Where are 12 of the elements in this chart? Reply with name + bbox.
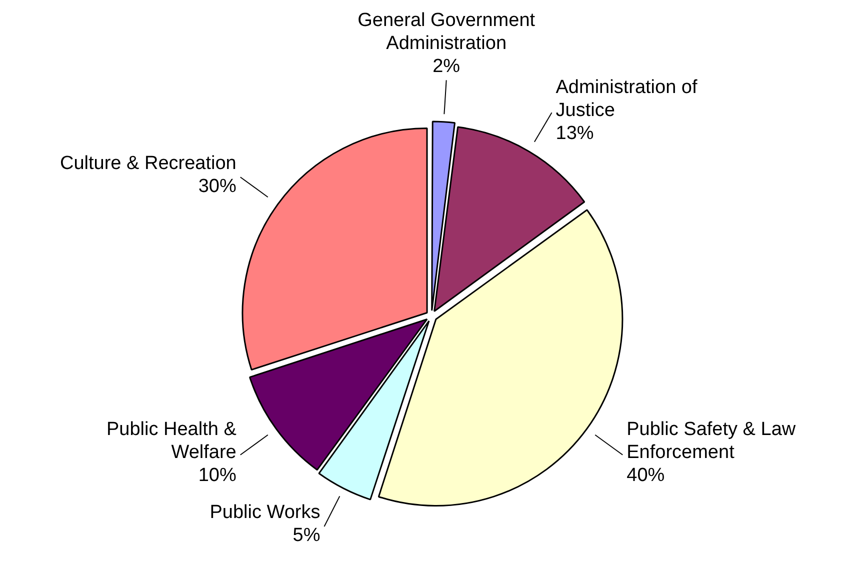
- slice-label: Administration of Justice: [556, 76, 698, 121]
- data-label: 10%: [198, 465, 236, 486]
- slice-label: Public Health & Welfare: [106, 419, 237, 464]
- data-label: 5%: [292, 525, 320, 546]
- slice-label: Public Safety & Law Enforcement: [626, 419, 796, 464]
- data-label: 40%: [626, 465, 665, 486]
- slice-label: General Government Administration: [358, 10, 536, 54]
- data-label: 2%: [432, 56, 460, 77]
- data-label: 13%: [556, 122, 594, 144]
- slice-label: Public Works: [210, 502, 320, 524]
- slice-label: Culture & Recreation: [60, 152, 236, 174]
- data-label: 30%: [198, 176, 236, 197]
